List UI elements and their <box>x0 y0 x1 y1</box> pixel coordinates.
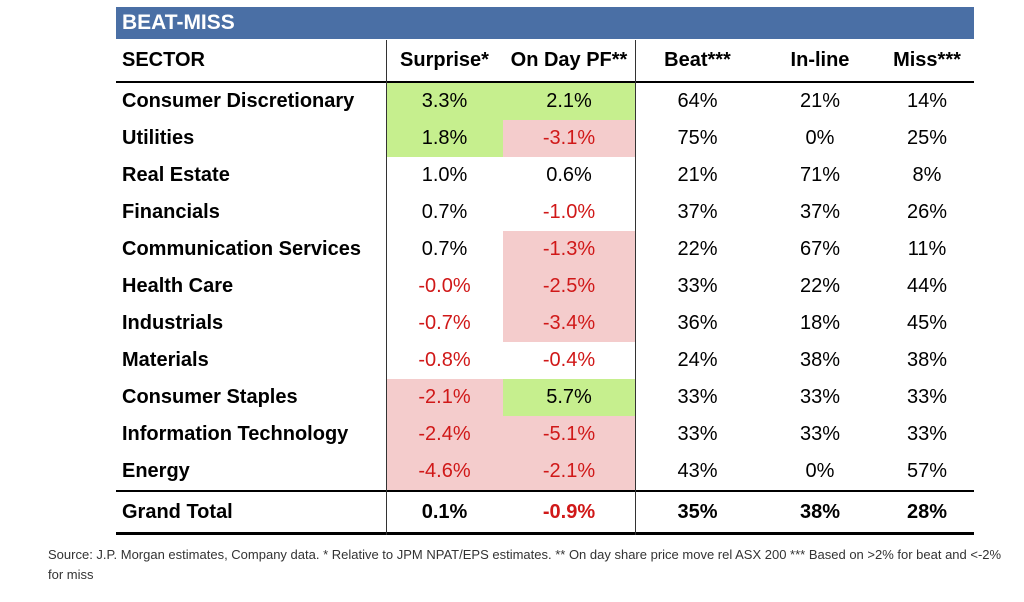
cell-surprise: -2.1% <box>386 379 503 416</box>
table-row: Health Care -0.0% -2.5% 33% 22% 44% <box>116 268 974 305</box>
table-row: Information Technology -2.4% -5.1% 33% 33% 33… <box>116 416 974 453</box>
source-note: Source: J.P. Morgan estimates, Company d… <box>48 547 1002 582</box>
total-inline: 38% <box>799 500 841 523</box>
cell-inline: 0% <box>805 460 835 482</box>
header-row: SECTOR Surprise* On Day PF** Beat*** In-… <box>116 40 974 83</box>
table-row: Consumer Discretionary 3.3% 2.1% 64% 21% 14% <box>116 83 974 120</box>
cell-surprise: -4.6% <box>386 453 503 490</box>
cell-surprise: 0.7% <box>421 238 468 260</box>
cell-beat: 43% <box>677 460 718 482</box>
cell-inline: 0% <box>805 127 835 149</box>
column-divider-1 <box>386 40 387 535</box>
cell-miss: 11% <box>907 238 947 260</box>
cell-miss: 8% <box>912 164 942 186</box>
cell-miss: 33% <box>906 423 948 445</box>
table-row: Energy -4.6% -2.1% 43% 0% 57% <box>116 453 974 490</box>
cell-inline: 33% <box>799 386 841 408</box>
cell-miss: 38% <box>906 349 948 371</box>
total-beat: 35% <box>677 500 718 523</box>
cell-surprise: 1.8% <box>386 120 503 157</box>
cell-inline: 22% <box>799 275 841 297</box>
header-miss: Miss*** <box>893 49 961 71</box>
total-surprise: 0.1% <box>421 500 468 523</box>
cell-inline: 18% <box>799 312 841 334</box>
header-beat: Beat*** <box>664 49 731 71</box>
cell-sector: Energy <box>122 460 190 482</box>
cell-beat: 33% <box>677 275 718 297</box>
cell-onday: -1.0% <box>542 201 596 223</box>
cell-beat: 75% <box>677 127 718 149</box>
cell-beat: 24% <box>677 349 718 371</box>
cell-onday: -5.1% <box>503 416 635 453</box>
cell-beat: 22% <box>677 238 718 260</box>
cell-surprise: 3.3% <box>386 83 503 120</box>
cell-beat: 36% <box>677 312 718 334</box>
table-row: Consumer Staples -2.1% 5.7% 33% 33% 33% <box>116 379 974 416</box>
cell-inline: 33% <box>799 423 841 445</box>
cell-onday: -0.4% <box>542 349 596 371</box>
cell-beat: 21% <box>677 164 718 186</box>
table-row: Financials 0.7% -1.0% 37% 37% 26% <box>116 194 974 231</box>
cell-miss: 25% <box>906 127 948 149</box>
table-row: Utilities 1.8% -3.1% 75% 0% 25% <box>116 120 974 157</box>
cell-surprise: -0.0% <box>418 275 471 297</box>
table-row: Industrials -0.7% -3.4% 36% 18% 45% <box>116 305 974 342</box>
cell-onday: -3.4% <box>503 305 635 342</box>
cell-surprise: -0.7% <box>418 312 471 334</box>
cell-beat: 33% <box>677 386 718 408</box>
cell-miss: 33% <box>906 386 948 408</box>
cell-inline: 21% <box>799 90 841 112</box>
header-inline: In-line <box>790 49 850 71</box>
header-sector: SECTOR <box>122 49 205 71</box>
total-miss: 28% <box>906 500 948 523</box>
table-row: Real Estate 1.0% 0.6% 21% 71% 8% <box>116 157 974 194</box>
cell-sector: Information Technology <box>122 423 349 445</box>
cell-miss: 57% <box>906 460 948 482</box>
cell-sector: Consumer Staples <box>122 386 298 408</box>
cell-sector: Communication Services <box>122 238 361 260</box>
cell-inline: 71% <box>799 164 841 186</box>
cell-sector: Industrials <box>122 312 224 334</box>
cell-sector: Health Care <box>122 275 234 297</box>
cell-onday: -2.1% <box>503 453 635 490</box>
cell-surprise: -0.8% <box>418 349 471 371</box>
cell-onday: 0.6% <box>546 164 592 186</box>
cell-onday: -1.3% <box>503 231 635 268</box>
beat-miss-table: SECTOR Surprise* On Day PF** Beat*** In-… <box>116 40 974 535</box>
cell-sector: Real Estate <box>122 164 230 186</box>
cell-sector: Utilities <box>122 127 195 149</box>
cell-inline: 37% <box>799 201 841 223</box>
header-onday: On Day PF** <box>510 49 628 71</box>
table-title: BEAT-MISS <box>116 7 974 39</box>
cell-beat: 37% <box>677 201 718 223</box>
cell-sector: Financials <box>122 201 220 223</box>
header-surprise: Surprise* <box>400 49 489 71</box>
cell-beat: 33% <box>677 423 718 445</box>
cell-onday: -3.1% <box>503 120 635 157</box>
cell-miss: 45% <box>906 312 948 334</box>
cell-beat: 64% <box>677 90 718 112</box>
grand-total-row: Grand Total 0.1% -0.9% 35% 38% 28% <box>116 492 974 535</box>
table-row: Communication Services 0.7% -1.3% 22% 67% 11% <box>116 231 974 268</box>
total-onday: -0.9% <box>542 500 596 523</box>
cell-onday: 5.7% <box>503 379 635 416</box>
column-divider-2 <box>635 40 636 535</box>
cell-surprise: -2.4% <box>386 416 503 453</box>
cell-miss: 44% <box>906 275 948 297</box>
cell-surprise: 0.7% <box>421 201 468 223</box>
cell-miss: 14% <box>906 90 948 112</box>
cell-onday: -2.5% <box>503 268 635 305</box>
table-body: Consumer Discretionary 3.3% 2.1% 64% 21% 14% U… <box>116 83 974 492</box>
cell-sector: Materials <box>122 349 209 371</box>
cell-onday: 2.1% <box>503 83 635 120</box>
cell-inline: 38% <box>799 349 841 371</box>
cell-surprise: 1.0% <box>421 164 468 186</box>
cell-miss: 26% <box>906 201 948 223</box>
table-row: Materials -0.8% -0.4% 24% 38% 38% <box>116 342 974 379</box>
cell-sector: Consumer Discretionary <box>122 90 355 112</box>
cell-inline: 67% <box>799 238 841 260</box>
total-sector: Grand Total <box>122 500 233 523</box>
